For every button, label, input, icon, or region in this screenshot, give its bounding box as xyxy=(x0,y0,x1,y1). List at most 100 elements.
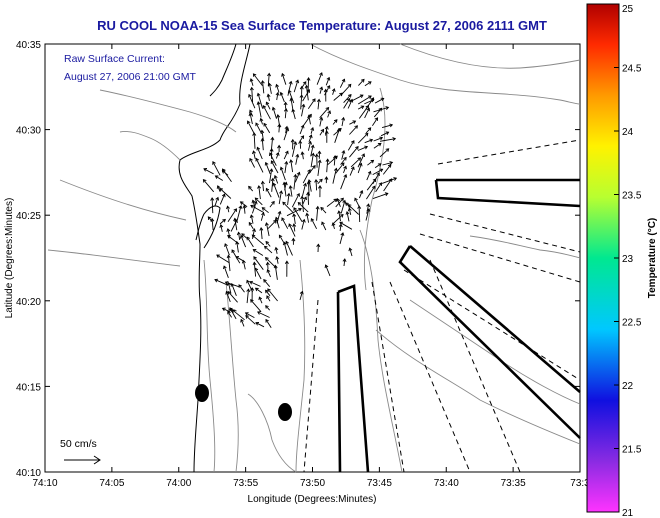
current-vector xyxy=(302,169,311,184)
buoy-1 xyxy=(195,384,209,402)
current-vector xyxy=(331,222,336,230)
current-vector xyxy=(288,185,293,197)
current-vector xyxy=(257,311,270,318)
current-vector xyxy=(266,269,272,278)
current-vector xyxy=(331,88,336,95)
current-vector xyxy=(305,212,310,223)
colorbar-tick-label: 22 xyxy=(622,381,634,392)
current-vector xyxy=(287,89,295,104)
x-tick-label: 73:40 xyxy=(434,478,459,489)
current-vector xyxy=(334,128,341,143)
current-vector xyxy=(290,138,295,150)
current-vector xyxy=(239,234,247,248)
y-tick-label: 40:35 xyxy=(16,40,41,51)
current-vector xyxy=(279,91,285,103)
current-vector xyxy=(349,146,359,158)
current-vector xyxy=(324,130,329,143)
colorbar-tick-label: 23 xyxy=(622,254,634,265)
current-vector xyxy=(300,151,305,160)
current-vector xyxy=(285,240,293,256)
current-vector xyxy=(289,159,294,173)
current-vector xyxy=(317,178,323,185)
current-vector xyxy=(275,152,280,159)
current-vector xyxy=(262,104,271,120)
current-vector xyxy=(366,170,372,181)
channel-east xyxy=(434,178,581,208)
current-vector xyxy=(283,127,290,141)
current-vector xyxy=(283,101,288,109)
current-vector xyxy=(270,160,279,174)
scale-arrow-head xyxy=(93,455,101,465)
current-vector xyxy=(253,256,264,270)
current-vector xyxy=(357,95,372,105)
current-vector xyxy=(256,101,262,118)
contour-15 xyxy=(247,393,297,473)
current-vectors xyxy=(202,72,398,328)
current-vector xyxy=(282,181,287,197)
current-vector xyxy=(316,243,321,253)
current-vector xyxy=(277,144,282,152)
current-vector xyxy=(267,219,277,229)
current-vector xyxy=(319,116,324,127)
current-vector xyxy=(343,165,347,174)
current-vector xyxy=(297,202,309,213)
current-vector xyxy=(295,153,300,165)
current-vector xyxy=(248,112,253,125)
current-vector xyxy=(354,197,360,207)
current-vector xyxy=(255,157,264,173)
current-vector xyxy=(246,279,254,293)
current-vector xyxy=(251,150,256,159)
radar-spokes xyxy=(303,139,581,473)
current-vector xyxy=(263,279,271,287)
y-tick-label: 40:20 xyxy=(16,297,41,308)
current-vector xyxy=(252,73,263,86)
current-vector xyxy=(249,214,254,224)
annotation-line-1: Raw Surface Current: xyxy=(64,53,165,65)
current-vector xyxy=(229,307,237,320)
current-vector xyxy=(299,85,304,95)
current-vector xyxy=(266,295,271,302)
spoke-4 xyxy=(403,269,581,381)
current-vector xyxy=(210,217,215,231)
colorbar-tick-label: 23.5 xyxy=(622,191,642,202)
current-vector xyxy=(263,245,273,254)
current-vector xyxy=(336,198,341,207)
current-vector xyxy=(219,223,224,232)
current-vector xyxy=(242,204,247,214)
current-vector xyxy=(326,198,338,207)
current-vector xyxy=(365,127,372,134)
current-vector xyxy=(286,207,302,217)
current-vector xyxy=(301,182,307,197)
current-vector xyxy=(341,116,346,127)
current-vector xyxy=(380,131,390,137)
current-vector xyxy=(282,201,294,213)
current-vector xyxy=(306,191,311,205)
current-vector xyxy=(310,144,315,157)
contour-10 xyxy=(469,235,581,259)
current-vector xyxy=(210,197,215,214)
current-vector xyxy=(314,178,319,191)
current-vector xyxy=(357,132,369,144)
current-vector xyxy=(271,106,277,119)
current-vector xyxy=(260,129,265,141)
current-vector xyxy=(222,265,229,278)
y-tick-label: 40:25 xyxy=(16,211,41,222)
y-axis-label: Latitude (Degrees:Minutes) xyxy=(4,198,15,319)
current-vector xyxy=(283,108,288,119)
current-vector xyxy=(357,145,369,151)
current-vector xyxy=(348,247,353,257)
current-vector xyxy=(260,211,265,221)
current-vector xyxy=(245,315,256,325)
current-vector xyxy=(244,312,255,318)
spoke-5 xyxy=(389,281,471,473)
current-vector xyxy=(214,196,220,207)
contour-9 xyxy=(375,329,581,445)
colorbar-tick-label: 21.5 xyxy=(622,445,642,456)
current-vector xyxy=(265,289,271,297)
coastline-north xyxy=(209,43,237,97)
current-vector xyxy=(299,135,305,142)
current-vector xyxy=(246,288,251,304)
current-vector xyxy=(222,168,232,182)
current-vector xyxy=(345,210,350,222)
current-vector xyxy=(318,185,322,198)
